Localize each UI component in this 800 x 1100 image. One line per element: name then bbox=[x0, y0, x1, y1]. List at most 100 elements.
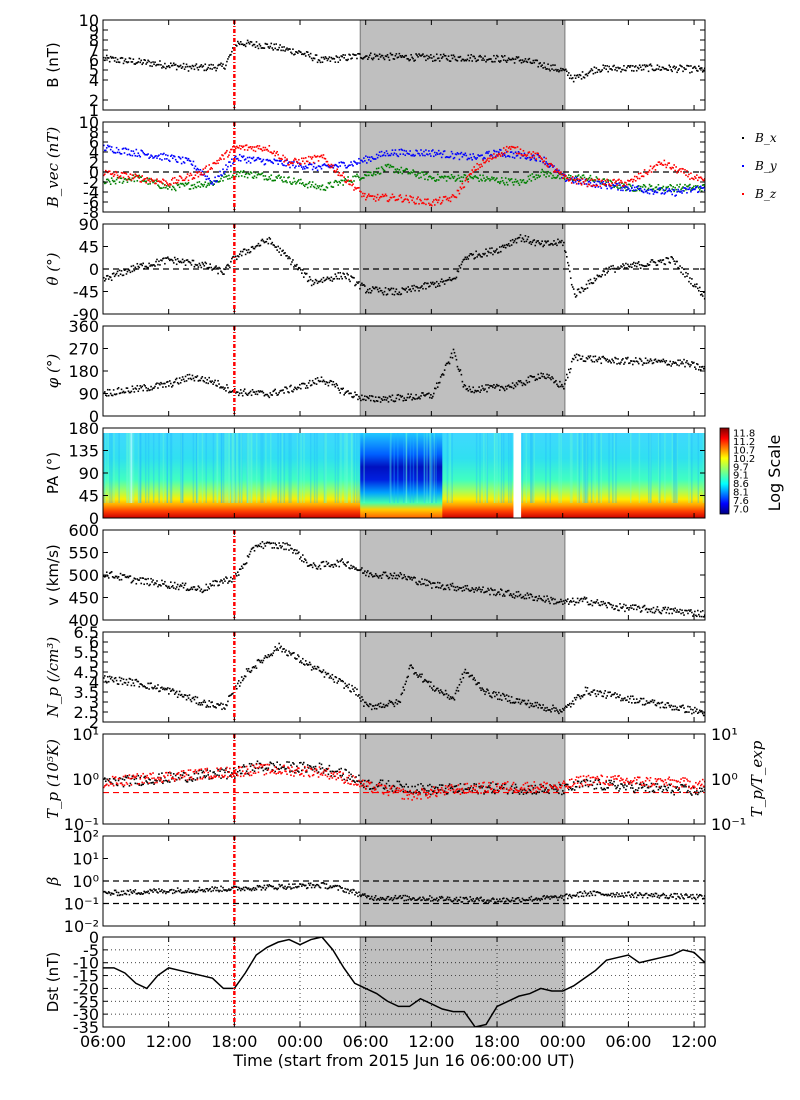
data-point bbox=[329, 60, 332, 62]
data-point bbox=[315, 279, 318, 282]
data-point bbox=[680, 170, 682, 173]
data-point bbox=[307, 663, 310, 666]
data-point bbox=[361, 159, 363, 162]
data-point bbox=[171, 157, 174, 160]
data-point bbox=[554, 171, 556, 173]
data-point bbox=[570, 182, 573, 184]
data-point bbox=[398, 195, 401, 197]
data-point bbox=[559, 172, 561, 175]
data-point bbox=[646, 173, 649, 176]
data-point bbox=[678, 169, 680, 171]
data-point bbox=[437, 199, 440, 201]
data-point bbox=[385, 150, 388, 152]
data-point bbox=[401, 200, 404, 203]
data-point bbox=[457, 189, 460, 192]
data-point bbox=[429, 285, 431, 287]
data-point bbox=[433, 204, 436, 206]
pa-streak bbox=[449, 433, 451, 503]
data-point bbox=[446, 156, 449, 158]
data-point bbox=[551, 598, 553, 601]
data-point bbox=[159, 383, 161, 386]
data-point bbox=[364, 160, 366, 162]
data-point bbox=[681, 192, 683, 194]
data-point bbox=[564, 383, 566, 385]
data-point bbox=[647, 70, 650, 73]
data-point bbox=[251, 176, 254, 179]
data-point bbox=[277, 48, 279, 51]
data-point bbox=[196, 66, 199, 69]
data-point bbox=[206, 704, 209, 707]
data-point bbox=[573, 177, 576, 179]
data-point bbox=[580, 286, 583, 289]
data-point bbox=[305, 183, 308, 186]
data-point bbox=[289, 544, 291, 547]
data-point bbox=[273, 150, 276, 153]
data-point bbox=[675, 188, 677, 191]
data-point bbox=[145, 153, 147, 156]
data-point bbox=[586, 601, 589, 604]
data-point bbox=[179, 157, 182, 160]
data-point bbox=[141, 684, 144, 686]
data-point bbox=[379, 289, 382, 292]
data-point bbox=[513, 597, 516, 599]
data-point bbox=[671, 70, 673, 73]
data-point bbox=[469, 590, 472, 592]
data-point bbox=[622, 68, 624, 71]
data-point bbox=[480, 389, 482, 391]
pa-streak bbox=[581, 433, 584, 503]
data-point bbox=[219, 580, 221, 583]
data-point bbox=[113, 577, 116, 579]
data-point bbox=[105, 147, 108, 149]
data-point bbox=[525, 158, 528, 160]
pa-streak bbox=[103, 433, 106, 503]
data-point bbox=[296, 181, 298, 184]
data-point bbox=[390, 287, 393, 290]
pa-streak bbox=[499, 433, 501, 503]
data-point bbox=[318, 59, 321, 62]
data-point bbox=[524, 154, 527, 156]
data-point bbox=[692, 67, 694, 69]
data-point bbox=[511, 238, 514, 241]
data-point bbox=[380, 398, 383, 400]
data-point bbox=[509, 58, 512, 61]
data-point bbox=[293, 388, 295, 391]
pa-streak bbox=[224, 433, 226, 503]
data-point bbox=[157, 63, 159, 66]
data-point bbox=[488, 150, 490, 153]
data-point bbox=[309, 278, 312, 281]
data-point bbox=[617, 188, 619, 191]
data-point bbox=[157, 684, 159, 686]
data-point bbox=[173, 693, 176, 695]
data-point bbox=[177, 693, 180, 696]
data-point bbox=[594, 355, 597, 358]
data-point bbox=[667, 606, 670, 609]
data-point bbox=[315, 383, 318, 385]
data-point bbox=[427, 392, 429, 395]
data-point bbox=[431, 204, 433, 207]
data-point bbox=[314, 278, 317, 281]
data-point bbox=[590, 177, 593, 180]
data-point bbox=[239, 148, 242, 150]
data-point bbox=[430, 176, 432, 178]
data-point bbox=[606, 187, 608, 190]
data-point bbox=[301, 554, 304, 556]
data-point bbox=[542, 170, 544, 173]
data-point bbox=[571, 357, 574, 360]
data-point bbox=[229, 177, 231, 180]
data-point bbox=[491, 158, 493, 160]
data-point bbox=[283, 252, 285, 255]
data-point bbox=[473, 55, 475, 58]
data-point bbox=[558, 70, 560, 73]
data-point bbox=[665, 360, 668, 362]
pa-streak bbox=[323, 433, 326, 503]
data-point bbox=[569, 174, 572, 177]
data-point bbox=[224, 152, 226, 155]
data-point bbox=[614, 184, 616, 187]
data-point bbox=[164, 262, 166, 265]
y-tick-label: 180 bbox=[68, 362, 99, 381]
data-point bbox=[309, 163, 312, 165]
data-point bbox=[702, 616, 705, 618]
data-point bbox=[534, 159, 537, 161]
data-point bbox=[361, 177, 363, 179]
data-point bbox=[154, 155, 156, 158]
